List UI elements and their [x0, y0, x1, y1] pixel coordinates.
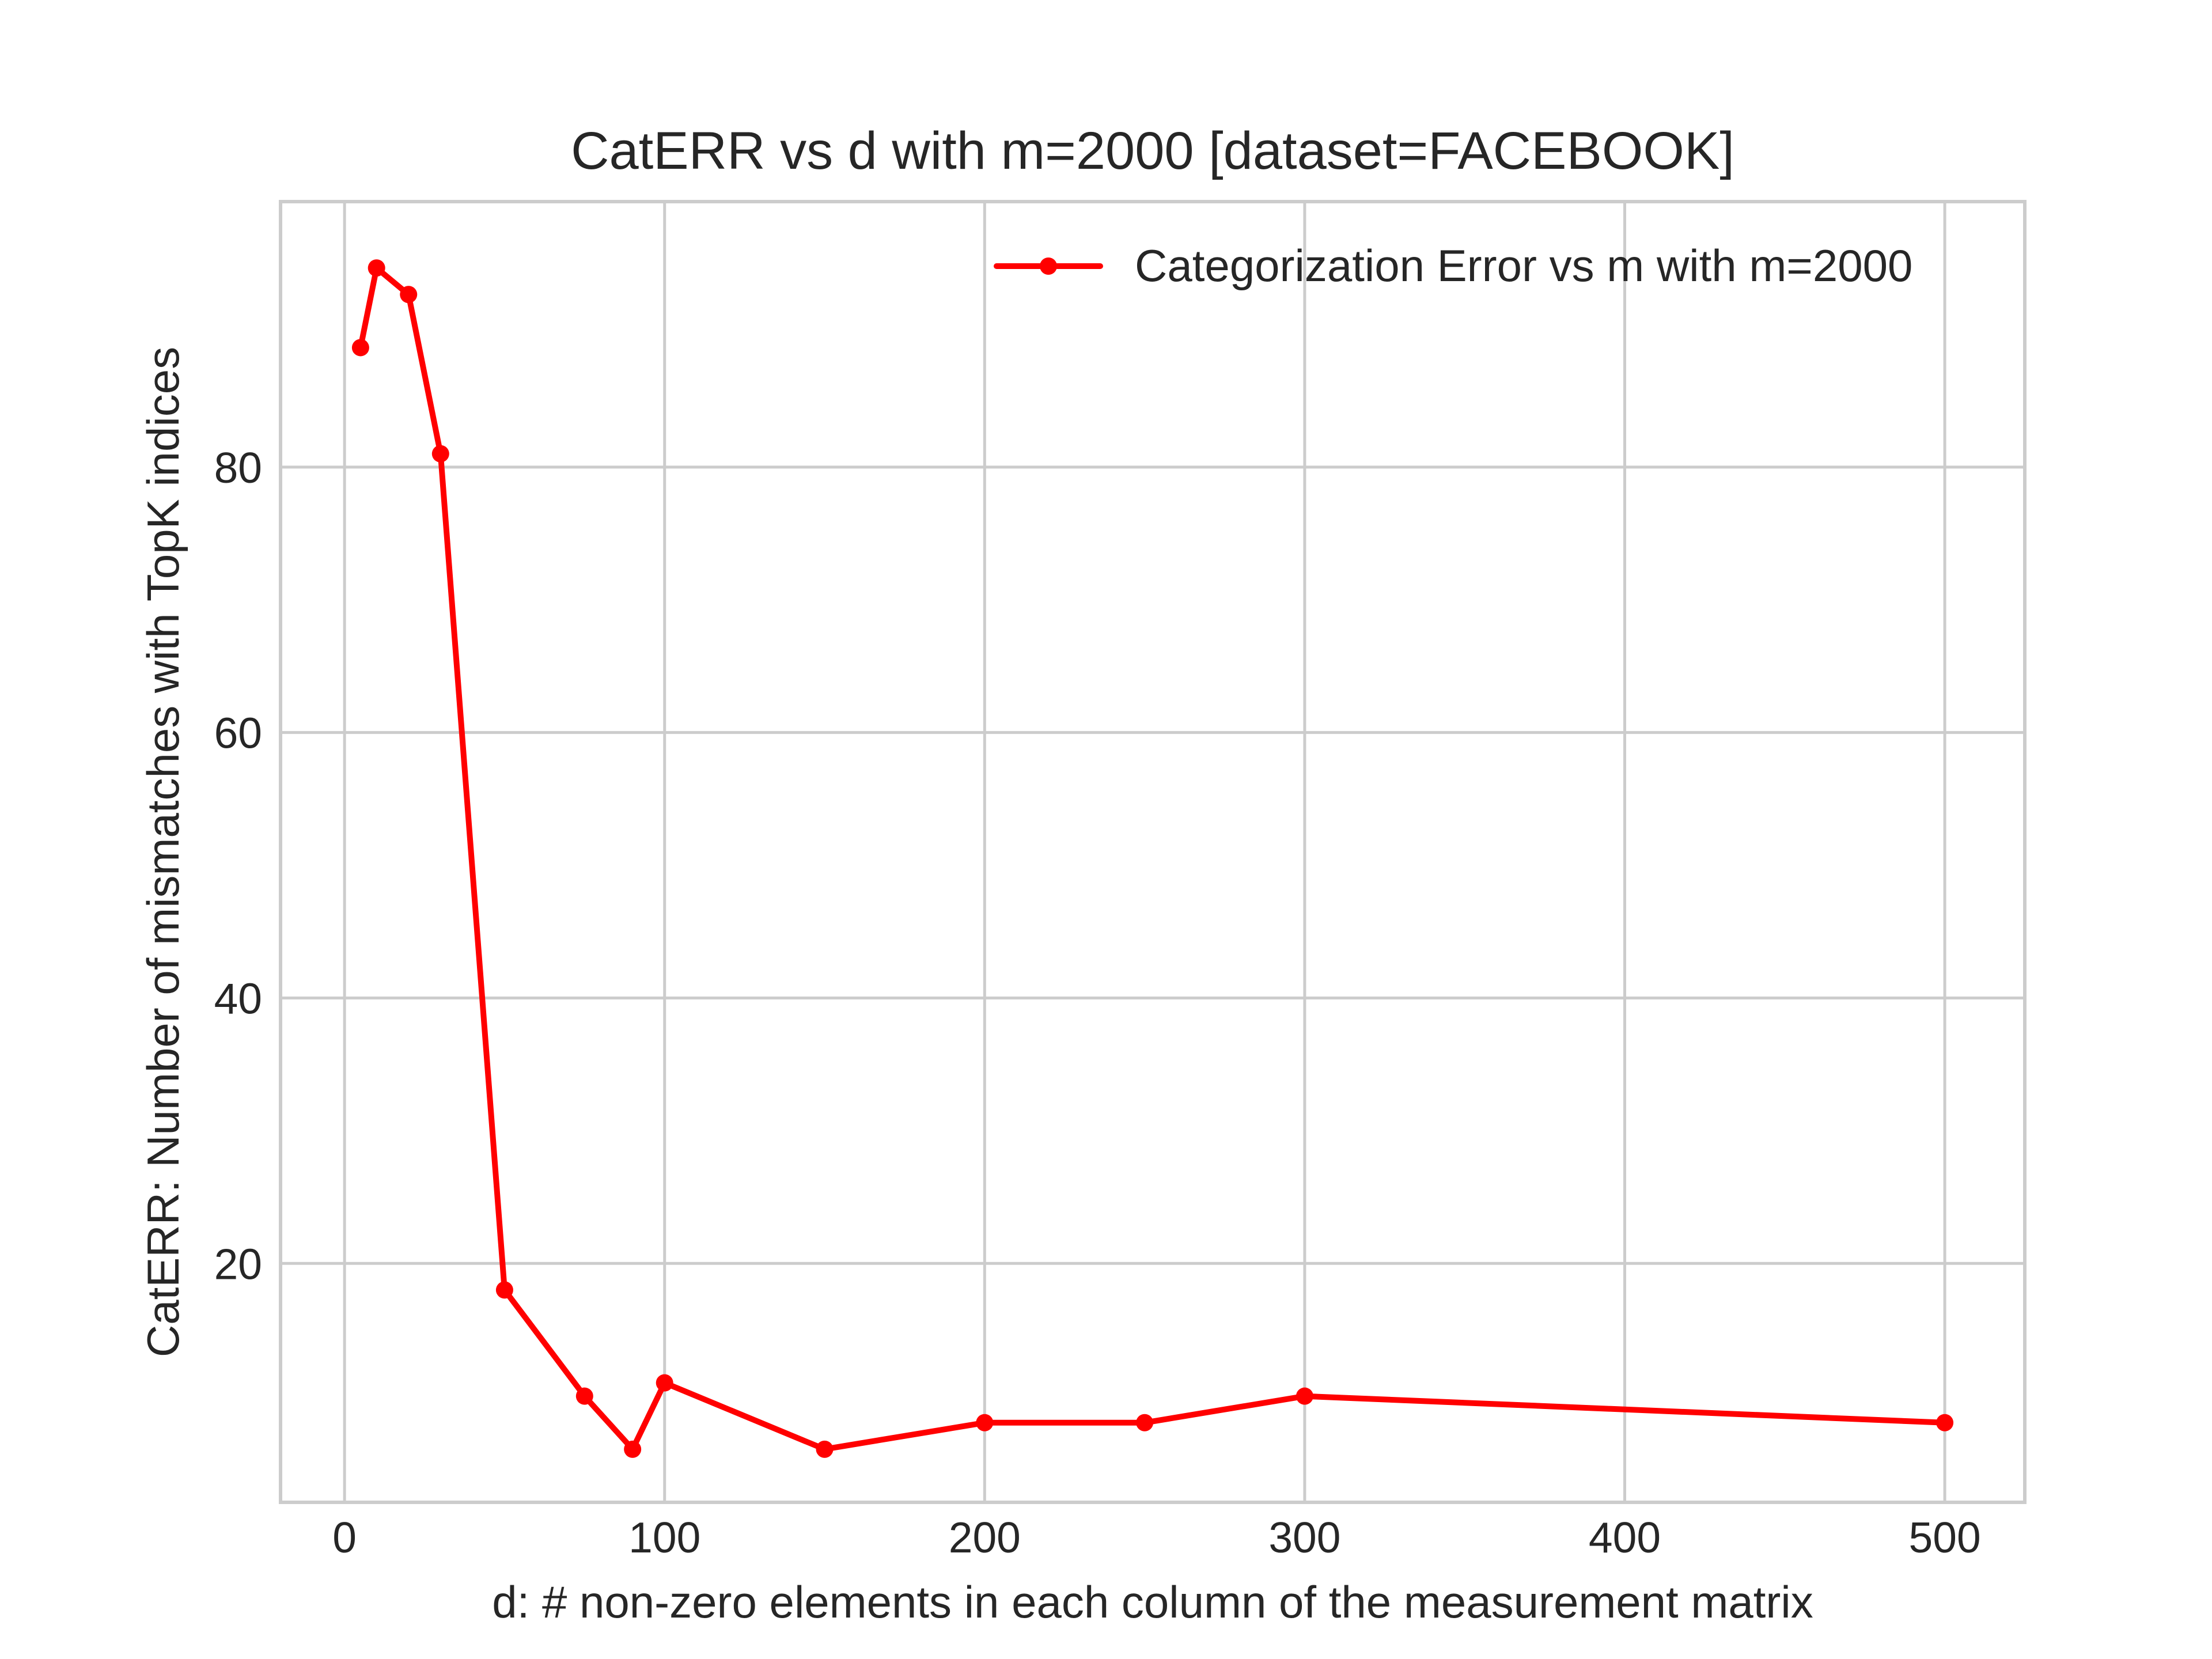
plot-frame — [279, 200, 2027, 1504]
y-tick-label: 40 — [214, 974, 262, 1022]
y-tick-label: 80 — [214, 444, 262, 492]
x-tick-label: 0 — [332, 1513, 357, 1562]
data-point — [368, 259, 385, 277]
data-point — [400, 286, 418, 304]
data-point — [1936, 1414, 1954, 1431]
y-tick-labels: 20 40 60 80 — [214, 444, 262, 1288]
legend-label: Categorization Error vs m with m=2000 — [1135, 240, 1912, 291]
data-point — [656, 1374, 673, 1392]
x-tick-label: 400 — [1589, 1513, 1661, 1562]
data-point — [495, 1281, 513, 1299]
legend: Categorization Error vs m with m=2000 — [994, 240, 1912, 291]
series-layer — [351, 259, 1954, 1458]
x-tick-label: 200 — [949, 1513, 1021, 1562]
x-axis-label: d: # non-zero elements in each column of… — [492, 1577, 1813, 1627]
legend-marker — [1040, 257, 1057, 275]
grid — [281, 202, 2025, 1502]
data-point — [624, 1440, 642, 1458]
data-point — [816, 1440, 834, 1458]
data-point — [1296, 1387, 1313, 1405]
data-point — [575, 1387, 593, 1405]
x-tick-label: 500 — [1909, 1513, 1981, 1562]
data-point — [351, 339, 369, 357]
data-point — [1136, 1414, 1154, 1431]
chart-title: CatERR vs d with m=2000 [dataset=FACEBOO… — [571, 122, 1734, 180]
y-tick-label: 20 — [214, 1240, 262, 1288]
y-tick-label: 60 — [214, 709, 262, 757]
x-tick-label: 300 — [1268, 1513, 1340, 1562]
data-point — [976, 1414, 994, 1431]
data-point — [431, 445, 449, 463]
x-tick-label: 100 — [628, 1513, 700, 1562]
x-tick-labels: 0 100 200 300 400 500 — [332, 1513, 1980, 1562]
y-axis-label: CatERR: Number of mismatches with TopK i… — [138, 347, 188, 1357]
